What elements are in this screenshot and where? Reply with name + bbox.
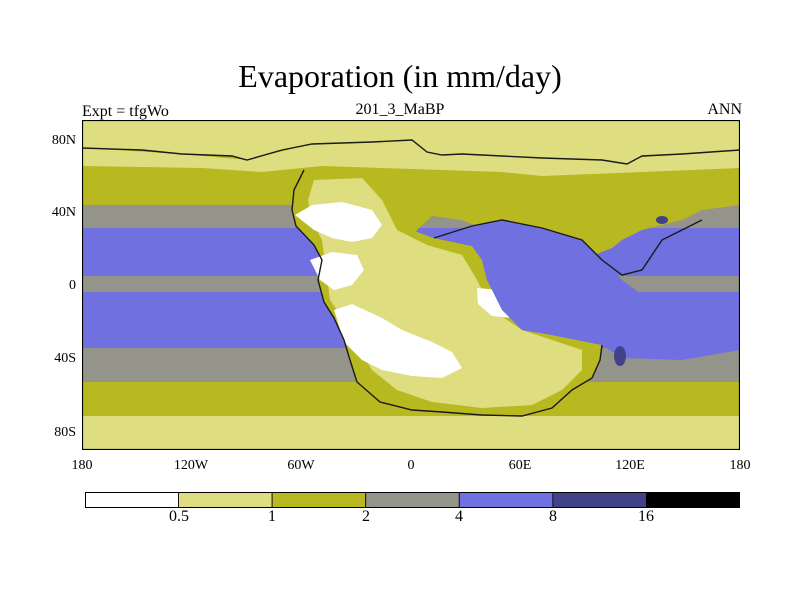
colorbar-box-3 — [365, 492, 460, 508]
colorbar-box-0 — [85, 492, 179, 508]
xtick-120e: 120E — [615, 458, 645, 473]
colorbar-label-4: 4 — [455, 508, 463, 525]
chart-title: Evaporation (in mm/day) — [238, 58, 562, 94]
colorbar-label-0-5: 0.5 — [169, 508, 189, 525]
darkblue-spot-north — [656, 216, 668, 224]
xtick-60e: 60E — [508, 458, 532, 473]
xtick-0: 0 — [407, 458, 415, 473]
coastlines — [82, 139, 740, 417]
white-area-mid — [310, 252, 364, 290]
ytick-0: 0 — [69, 278, 76, 293]
white-area-south — [334, 304, 462, 378]
xtick-180w: 180 — [71, 458, 93, 473]
experiment-label: Expt = tfgWo — [82, 103, 169, 120]
ytick-40s: 40S — [54, 351, 76, 366]
white-area-north — [295, 202, 382, 242]
colorbar-label-2: 2 — [362, 508, 370, 525]
ytick-80n: 80N — [51, 133, 76, 148]
north-pale-zone — [82, 140, 740, 176]
colorbar-label-16: 16 — [638, 508, 654, 525]
colorbar-box-1 — [178, 492, 273, 508]
colorbar-box-6 — [646, 492, 740, 508]
colorbar-label-8: 8 — [549, 508, 557, 525]
band-antarctic — [82, 416, 740, 450]
period-label: 201_3_MaBP — [355, 101, 445, 118]
colorbar-label-1: 1 — [268, 508, 276, 525]
darkblue-spot-south — [614, 346, 626, 366]
ytick-40n: 40N — [51, 205, 76, 220]
colorbar-box-4 — [458, 492, 554, 508]
colorbar-box-5 — [552, 492, 647, 508]
evaporation-map — [82, 120, 740, 450]
blue-indian-ocean — [434, 220, 740, 360]
colorbar-box-2 — [271, 492, 367, 508]
season-label: ANN — [707, 101, 742, 118]
colorbar — [85, 492, 740, 508]
map-border — [82, 120, 740, 450]
xtick-120w: 120W — [173, 458, 209, 473]
ytick-80s: 80S — [54, 425, 76, 440]
xtick-60w: 60W — [287, 458, 315, 473]
xtick-180e: 180 — [729, 458, 751, 473]
